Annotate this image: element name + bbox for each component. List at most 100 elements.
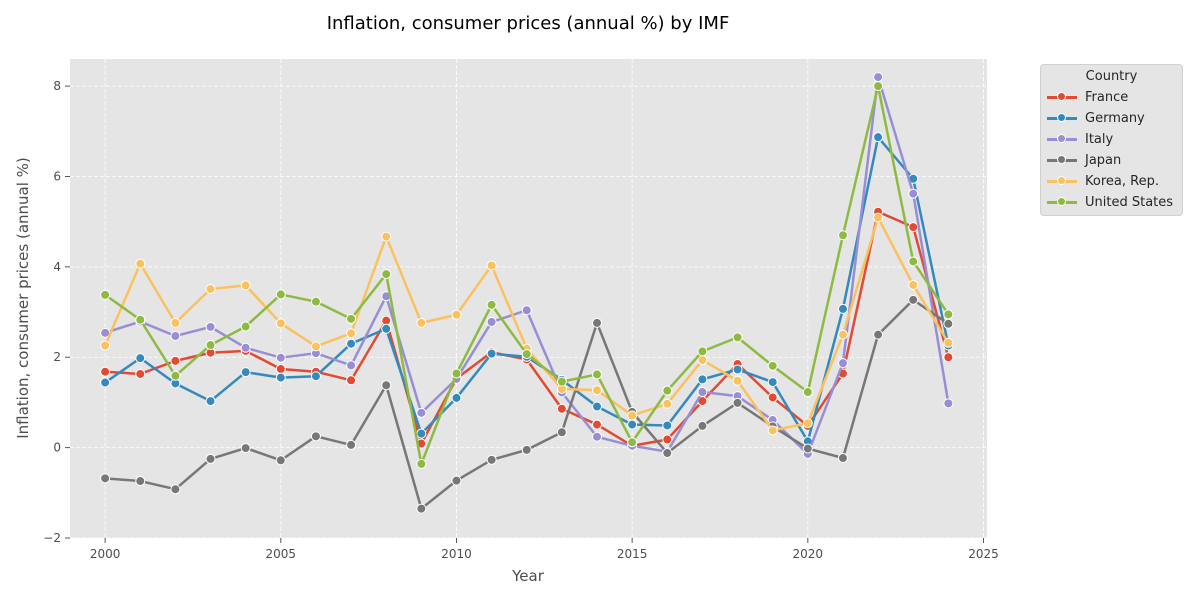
y-tick-label: 4 (53, 260, 61, 274)
data-point-united-states (767, 360, 778, 371)
data-point-korea-rep (451, 309, 462, 320)
legend-marker-icon (1047, 112, 1077, 124)
data-point-germany (205, 396, 216, 407)
legend-item-japan: Japan (1047, 150, 1121, 170)
data-point-korea-rep (908, 279, 919, 290)
y-axis: −2 0 2 4 6 8 (43, 79, 70, 545)
legend: Country France Germany Italy Japan Korea, Re… (1040, 64, 1183, 216)
data-point-korea-rep (802, 418, 813, 429)
data-point-korea-rep (240, 280, 251, 291)
data-point-united-states (521, 349, 532, 360)
series-united-states (100, 81, 954, 469)
data-point-germany (240, 367, 251, 378)
data-point-germany (486, 348, 497, 359)
data-point-italy (205, 321, 216, 332)
data-point-korea-rep (416, 317, 427, 328)
data-point-germany (592, 401, 603, 412)
data-point-france (592, 419, 603, 430)
data-point-korea-rep (486, 260, 497, 271)
data-point-united-states (837, 230, 848, 241)
data-point-united-states (802, 387, 813, 398)
data-point-united-states (346, 313, 357, 324)
data-point-united-states (451, 368, 462, 379)
data-point-korea-rep (346, 328, 357, 339)
legend-marker-icon (1047, 175, 1077, 187)
data-point-japan (310, 431, 321, 442)
legend-marker-icon (1047, 133, 1077, 145)
data-point-france (556, 403, 567, 414)
data-point-japan (486, 454, 497, 465)
data-point-italy (416, 407, 427, 418)
x-axis-label: Year (511, 567, 545, 585)
data-point-germany (381, 323, 392, 334)
plot-area (70, 59, 987, 538)
data-point-germany (837, 303, 848, 314)
data-point-korea-rep (381, 231, 392, 242)
data-point-united-states (381, 269, 392, 280)
series-korea-rep (100, 212, 954, 436)
data-point-germany (732, 364, 743, 375)
data-point-france (135, 368, 146, 379)
data-point-japan (346, 439, 357, 450)
legend-marker-icon (1047, 91, 1077, 103)
y-tick-label: −2 (43, 531, 61, 545)
data-point-japan (592, 317, 603, 328)
data-point-united-states (592, 369, 603, 380)
data-point-germany (275, 372, 286, 383)
data-point-korea-rep (627, 410, 638, 421)
data-point-japan (556, 427, 567, 438)
data-point-france (346, 375, 357, 386)
x-axis: 2000 2005 2010 2015 2020 2025 (90, 538, 999, 561)
data-point-japan (275, 455, 286, 466)
data-point-france (908, 222, 919, 233)
data-point-united-states (100, 289, 111, 300)
legend-marker-icon (1047, 196, 1077, 208)
data-point-italy (275, 352, 286, 363)
legend-marker-icon (1047, 154, 1077, 166)
series-layer (100, 72, 954, 514)
data-point-korea-rep (943, 337, 954, 348)
legend-label: France (1085, 89, 1129, 105)
data-point-italy (346, 360, 357, 371)
data-point-japan (521, 444, 532, 455)
data-point-japan (662, 448, 673, 459)
data-point-united-states (170, 370, 181, 381)
data-point-germany (135, 353, 146, 364)
data-point-france (170, 355, 181, 366)
data-point-italy (486, 316, 497, 327)
data-point-korea-rep (205, 284, 216, 295)
data-point-japan (697, 420, 708, 431)
y-axis-label: Inflation, consumer prices (annual %) (14, 157, 32, 439)
legend-item-germany: Germany (1047, 108, 1145, 128)
legend-title: Country (1085, 69, 1138, 84)
data-point-united-states (662, 385, 673, 396)
data-point-italy (697, 387, 708, 398)
data-point-korea-rep (100, 340, 111, 351)
data-point-japan (908, 294, 919, 305)
data-point-germany (346, 338, 357, 349)
data-point-germany (416, 428, 427, 439)
data-point-korea-rep (135, 258, 146, 269)
legend-label: Japan (1085, 152, 1122, 168)
data-point-japan (837, 453, 848, 464)
data-point-italy (943, 398, 954, 409)
data-point-korea-rep (662, 398, 673, 409)
legend-item-united-states: United States (1047, 192, 1173, 212)
y-tick-label: 8 (53, 79, 61, 93)
y-tick-label: 2 (53, 350, 61, 364)
data-point-japan (381, 380, 392, 391)
x-tick-label: 2000 (90, 547, 121, 561)
data-point-korea-rep (837, 329, 848, 340)
x-tick-label: 2010 (441, 547, 472, 561)
data-point-united-states (310, 296, 321, 307)
data-point-united-states (275, 289, 286, 300)
data-point-italy (240, 342, 251, 353)
data-point-japan (205, 453, 216, 464)
data-point-italy (873, 72, 884, 83)
legend-item-france: France (1047, 87, 1128, 107)
data-point-korea-rep (275, 318, 286, 329)
data-point-italy (170, 331, 181, 342)
data-point-germany (310, 371, 321, 382)
data-point-japan (802, 443, 813, 454)
